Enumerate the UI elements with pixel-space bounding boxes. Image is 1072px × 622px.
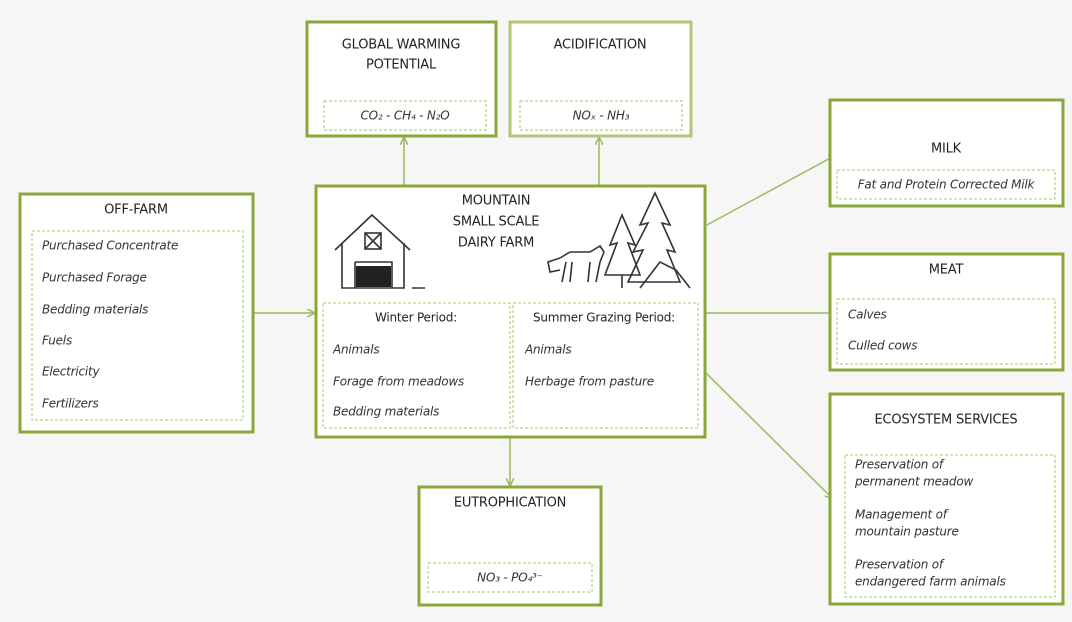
arrow [704, 371, 832, 498]
box-title: SMALL SCALE [453, 215, 539, 230]
barn-door [356, 266, 391, 287]
period-title: Summer Grazing Period: [533, 311, 675, 325]
item: Herbage from pasture [525, 375, 654, 389]
tree [603, 212, 642, 288]
rock [639, 260, 691, 289]
box-title: DAIRY FARM [458, 236, 534, 251]
farm-box: MOUNTAIN SMALL SCALE DAIRY FARM Winter P… [314, 184, 707, 439]
item: Fat and Protein Corrected Milk [858, 178, 1036, 192]
off-farm-box: OFF-FARM Purchased Concentrate Purchased… [18, 192, 255, 434]
box [417, 485, 603, 607]
box-title: MILK [931, 142, 962, 157]
box-title: GLOBAL WARMING [342, 38, 460, 53]
box-title: EUTROPHICATION [454, 496, 566, 511]
item: CO₂ - CH₄ - N₂O [361, 109, 450, 123]
item: Preservation of [855, 458, 945, 472]
inner-box [322, 302, 511, 429]
item: Purchased Concentrate [42, 239, 178, 253]
inner-box [836, 298, 1056, 365]
milk-box: MILK Fat and Protein Corrected Milk [828, 98, 1065, 208]
box [305, 20, 498, 138]
item: mountain pasture [855, 525, 959, 539]
period-title: Winter Period: [375, 311, 457, 325]
inner-box [519, 100, 683, 131]
item: Preservation of [855, 558, 945, 572]
item: Bedding materials [333, 405, 439, 419]
box [828, 392, 1065, 606]
item: NOₓ - NH₃ [573, 109, 630, 123]
inner-box [31, 230, 244, 421]
trees-cow-icon [547, 191, 691, 289]
box-title: MEAT [929, 263, 964, 278]
acidification-box: ACIDIFICATION NOₓ - NH₃ [508, 20, 693, 138]
box [508, 20, 693, 138]
barn-window [364, 232, 382, 250]
item: NO₃ - PO₄³⁻ [477, 571, 543, 585]
barn-outline [334, 213, 411, 289]
barn-icon [334, 213, 425, 289]
box-title: OFF-FARM [104, 203, 168, 218]
arrow [704, 155, 836, 227]
inner-box [836, 169, 1056, 200]
box [828, 98, 1065, 208]
box-title: POTENTIAL [366, 58, 437, 73]
box [828, 252, 1065, 372]
global-warming-box: GLOBAL WARMING POTENTIAL CO₂ - CH₄ - N₂O [305, 20, 498, 138]
item: Animals [524, 343, 571, 357]
barn-detail [364, 232, 425, 289]
arrows [253, 138, 836, 498]
cow [547, 244, 605, 283]
item: Culled cows [848, 339, 917, 353]
inner-box [427, 562, 593, 593]
item: permanent meadow [854, 475, 973, 489]
item: Animals [332, 343, 379, 357]
tree [626, 191, 682, 283]
item: Electricity [42, 365, 101, 379]
meat-box: MEAT Calves Culled cows [828, 252, 1065, 372]
inner-box [512, 302, 699, 429]
inner-box [323, 100, 487, 131]
inner-box [844, 454, 1056, 598]
box [18, 192, 255, 434]
item: Purchased Forage [42, 271, 147, 285]
item: Forage from meadows [333, 375, 464, 389]
box-title: ACIDIFICATION [554, 38, 647, 53]
eutrophication-box: EUTROPHICATION NO₃ - PO₄³⁻ [417, 485, 603, 607]
item: endangered farm animals [855, 575, 1006, 589]
box-title: MOUNTAIN [462, 194, 530, 209]
item: Fuels [42, 334, 72, 348]
ecosystem-services-box: ECOSYSTEM SERVICES Preservation of perma… [828, 392, 1065, 606]
item: Fertilizers [42, 397, 99, 411]
item: Calves [848, 308, 887, 322]
box-title: ECOSYSTEM SERVICES [875, 413, 1018, 428]
item: Management of [855, 508, 949, 522]
item: Bedding materials [42, 303, 148, 317]
